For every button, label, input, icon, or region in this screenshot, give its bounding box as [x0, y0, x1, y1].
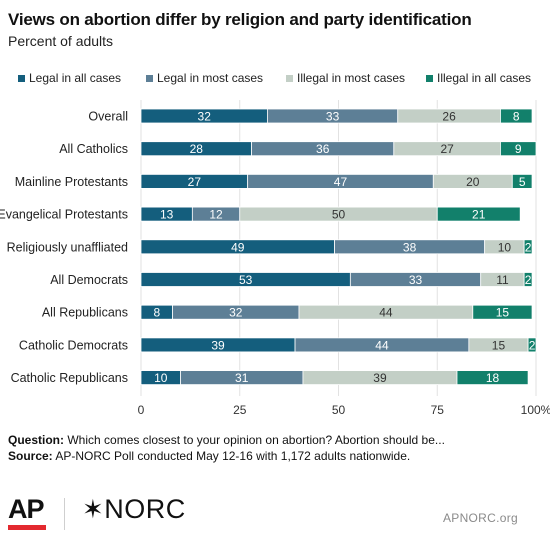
- data-label: 44: [375, 338, 389, 352]
- legend-swatch: [286, 75, 293, 82]
- category-label: Evangelical Protestants: [0, 208, 128, 222]
- category-label: Mainline Protestants: [15, 175, 128, 189]
- category-label: Catholic Democrats: [19, 338, 128, 352]
- data-label: 2: [529, 338, 536, 352]
- data-label: 9: [515, 142, 522, 156]
- bar-segment: [500, 108, 533, 124]
- data-label: 36: [316, 142, 330, 156]
- bar-segment: [500, 141, 537, 157]
- bar-segment: [523, 272, 533, 287]
- data-label: 49: [231, 240, 245, 254]
- data-label: 53: [239, 273, 253, 287]
- ap-logo: AP: [8, 494, 46, 530]
- legend-swatch: [426, 75, 433, 82]
- question-text: Which comes closest to your opinion on a…: [67, 433, 445, 447]
- data-label: 31: [235, 371, 249, 385]
- data-label: 2: [525, 273, 532, 287]
- bar-segment: [436, 206, 521, 222]
- category-label: All Democrats: [50, 273, 128, 287]
- data-label: 10: [498, 240, 512, 254]
- category-label: Religiously unaffliated: [7, 240, 128, 254]
- site-link[interactable]: APNORC.org: [442, 511, 518, 525]
- norc-logo-text: NORC: [104, 494, 186, 524]
- bar-segment: [472, 304, 533, 320]
- data-label: 21: [472, 208, 486, 222]
- bar-segment: [456, 370, 529, 386]
- data-label: 5: [519, 175, 526, 189]
- norc-star-icon: ✶: [82, 494, 105, 524]
- chart-subtitle: Percent of adults: [8, 33, 114, 49]
- data-label: 33: [409, 273, 423, 287]
- data-label: 15: [492, 338, 506, 352]
- category-label: Overall: [88, 110, 128, 124]
- data-label: 47: [334, 175, 348, 189]
- data-label: 18: [486, 371, 500, 385]
- data-label: 13: [160, 208, 174, 222]
- data-label: 32: [198, 110, 212, 124]
- data-label: 8: [513, 110, 520, 124]
- x-tick-label: 75: [431, 403, 445, 417]
- data-label: 10: [154, 371, 168, 385]
- data-label: 15: [496, 306, 510, 320]
- chart-title: Views on abortion differ by religion and…: [8, 10, 472, 29]
- data-label: 2: [525, 240, 532, 254]
- category-label: All Republicans: [42, 306, 128, 320]
- source-label: Source:: [8, 449, 53, 463]
- question-note: Question: Which comes closest to your op…: [8, 432, 548, 448]
- data-label: 38: [403, 240, 417, 254]
- x-tick-label: 50: [332, 403, 346, 417]
- x-tick-label: 100%: [521, 403, 550, 417]
- data-label: 33: [326, 110, 340, 124]
- bar-segment: [511, 173, 533, 189]
- data-label: 8: [153, 306, 160, 320]
- legend-label: Legal in most cases: [157, 71, 263, 85]
- question-label: Question:: [8, 433, 64, 447]
- legend-label: Illegal in all cases: [437, 71, 531, 85]
- source-text: AP-NORC Poll conducted May 12-16 with 1,…: [55, 449, 411, 463]
- data-label: 20: [466, 175, 480, 189]
- footer-divider: [64, 498, 65, 530]
- data-label: 11: [496, 273, 509, 287]
- x-tick-label: 0: [138, 403, 145, 417]
- data-label: 32: [229, 306, 243, 320]
- bar-segment: [527, 337, 537, 353]
- norc-logo: ✶NORC: [82, 494, 186, 524]
- category-label: All Catholics: [59, 142, 128, 156]
- ap-logo-text: AP: [8, 494, 45, 524]
- data-label: 27: [188, 175, 202, 189]
- legend-swatch: [146, 75, 153, 82]
- data-label: 27: [440, 142, 454, 156]
- legend-swatch: [18, 75, 25, 82]
- x-tick-label: 25: [233, 403, 247, 417]
- data-label: 28: [190, 142, 204, 156]
- source-note: Source: AP-NORC Poll conducted May 12-16…: [8, 448, 548, 464]
- legend-label: Legal in all cases: [29, 71, 121, 85]
- category-label: Catholic Republicans: [11, 371, 128, 385]
- chart-notes: Question: Which comes closest to your op…: [8, 432, 548, 464]
- data-label: 12: [209, 208, 223, 222]
- legend-label: Illegal in most cases: [297, 71, 405, 85]
- ap-logo-underline: [8, 525, 46, 530]
- bar-segment: [523, 239, 533, 255]
- data-label: 44: [379, 306, 393, 320]
- data-label: 50: [332, 208, 346, 222]
- data-label: 39: [211, 338, 225, 352]
- data-label: 39: [373, 371, 387, 385]
- data-label: 26: [442, 110, 456, 124]
- stacked-bar-chart: Legal in all cases Legal in most cases Ill…: [0, 71, 550, 417]
